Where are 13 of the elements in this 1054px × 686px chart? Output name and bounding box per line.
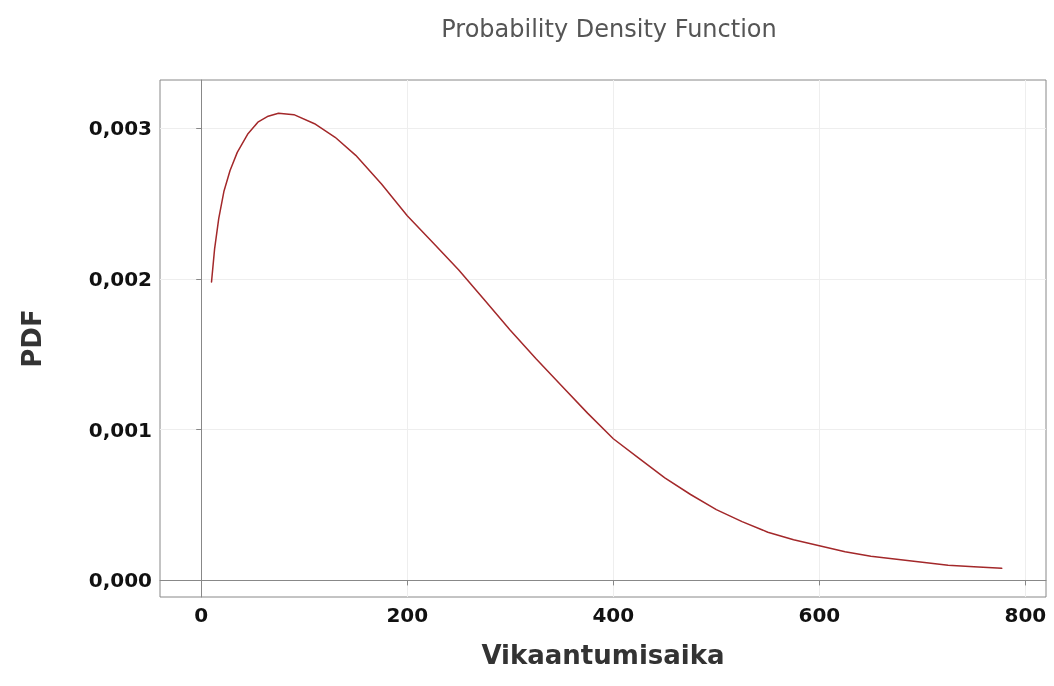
x-tick-label: 200 bbox=[386, 603, 429, 627]
x-axis-title: Vikaantumisaika bbox=[481, 640, 725, 670]
line-series bbox=[210, 112, 1003, 570]
y-tick-label: 0,000 bbox=[88, 568, 152, 593]
x-tick-label: 400 bbox=[592, 603, 635, 627]
y-tick-label: 0,002 bbox=[88, 266, 152, 291]
y-tick-label: 0,003 bbox=[88, 116, 152, 141]
x-tick-label: 800 bbox=[1004, 603, 1047, 627]
chart-title: Probability Density Function bbox=[441, 15, 777, 43]
x-tick-label: 0 bbox=[194, 603, 209, 627]
x-tick-label: 600 bbox=[798, 603, 841, 627]
y-tick-label: 0,001 bbox=[88, 417, 152, 442]
y-axis-title: PDF bbox=[17, 309, 47, 368]
